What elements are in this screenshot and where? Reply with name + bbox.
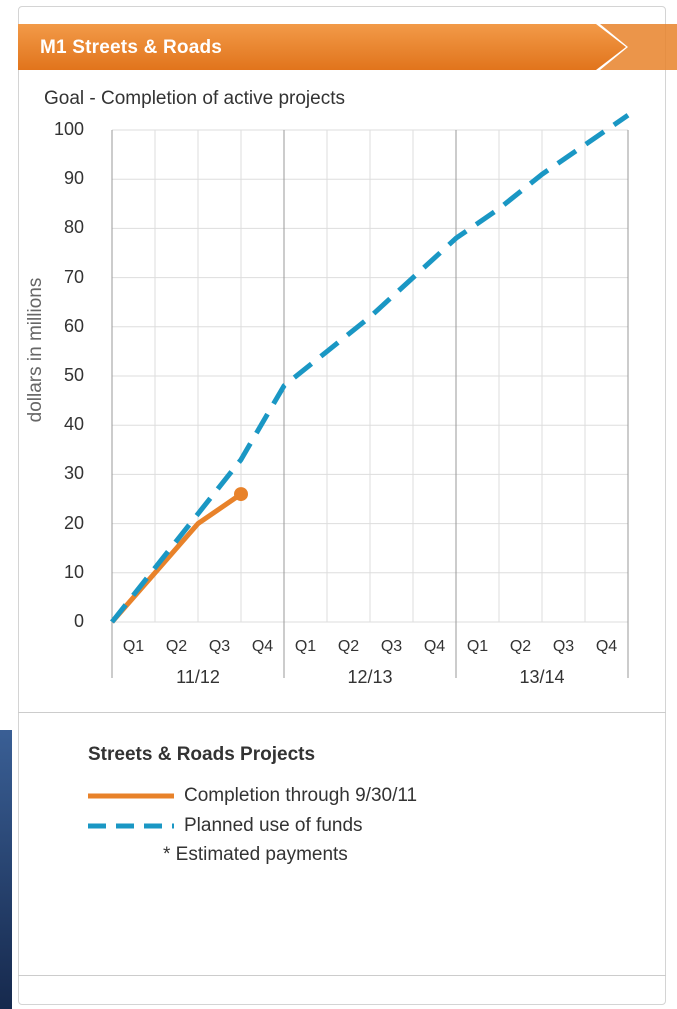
x-quarter-label: Q2 <box>337 638 360 655</box>
panel-title: M1 Streets & Roads <box>40 37 223 58</box>
planned-funds-line <box>110 113 630 624</box>
x-quarter-label: Q1 <box>466 638 489 655</box>
completion-end-marker <box>234 487 248 502</box>
y-tick-label: 30 <box>63 463 84 484</box>
legend-swatch-solid <box>88 793 174 799</box>
chart-title: Goal - Completion of active projects <box>44 88 345 109</box>
y-tick-label: 60 <box>63 315 84 336</box>
panel-header-banner <box>0 18 677 70</box>
footer-divider <box>18 975 666 976</box>
chart-panel <box>18 6 666 1005</box>
y-tick-label: 20 <box>63 512 84 533</box>
legend-label-planned: Planned use of funds <box>184 815 363 836</box>
x-quarter-label: Q3 <box>380 638 403 655</box>
x-year-label: 11/12 <box>176 667 220 687</box>
y-tick-label: 90 <box>63 168 84 189</box>
legend-swatch-dashed <box>88 823 174 829</box>
x-year-label: 13/14 <box>519 667 565 687</box>
y-tick-label: 70 <box>63 266 84 287</box>
x-quarter-label: Q3 <box>208 638 231 655</box>
estimated-payments-note: * Estimated payments <box>163 844 348 865</box>
x-quarter-label: Q2 <box>509 638 532 655</box>
y-tick-label: 0 <box>73 611 84 631</box>
x-year-label: 12/13 <box>347 667 393 687</box>
legend-divider <box>18 712 666 713</box>
legend-item-planned: Planned use of funds <box>88 813 363 839</box>
y-tick-label: 40 <box>63 414 84 435</box>
legend-label-completion: Completion through 9/30/11 <box>184 785 418 806</box>
x-quarter-label: Q4 <box>595 638 618 655</box>
side-decoration-strip <box>0 730 12 1009</box>
legend-title: Streets & Roads Projects <box>88 744 316 765</box>
y-tick-label: 100 <box>53 119 84 139</box>
y-tick-label: 10 <box>63 561 84 582</box>
legend-item-completion: Completion through 9/30/11 <box>88 783 417 809</box>
x-quarter-label: Q4 <box>423 638 446 655</box>
x-quarter-label: Q4 <box>251 638 274 655</box>
completion-line <box>110 492 243 624</box>
x-quarter-label: Q2 <box>165 638 188 655</box>
x-quarter-label: Q3 <box>552 638 575 655</box>
plot-area <box>110 113 630 678</box>
y-tick-label: 50 <box>63 365 84 385</box>
y-tick-label: 80 <box>63 217 84 238</box>
banner-arrow-shape <box>18 24 677 70</box>
x-quarter-label: Q1 <box>294 638 317 655</box>
x-quarter-label: Q1 <box>122 638 145 655</box>
